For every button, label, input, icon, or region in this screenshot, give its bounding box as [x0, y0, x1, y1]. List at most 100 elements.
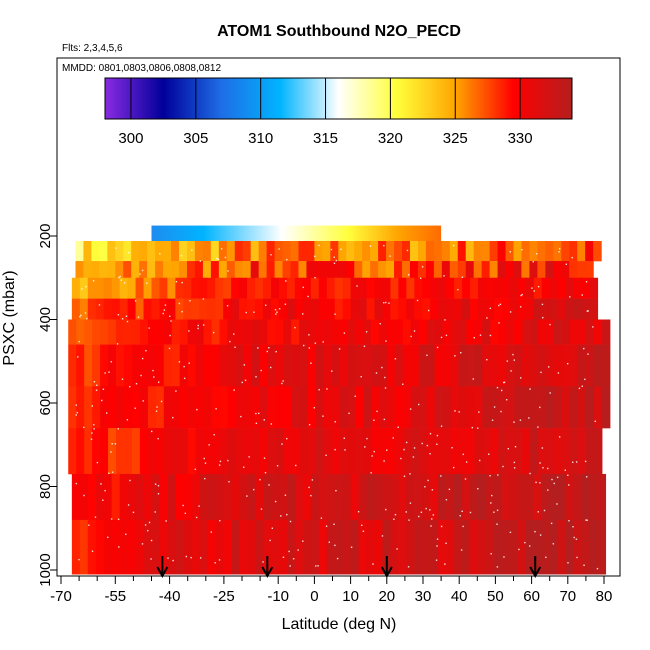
heat-cell — [108, 319, 117, 345]
heat-cell — [358, 519, 368, 575]
sample-point — [385, 301, 387, 304]
heat-cell — [490, 319, 499, 345]
heat-cell — [466, 319, 476, 345]
heat-cell — [100, 319, 109, 345]
heat-cell — [362, 261, 371, 279]
sample-point — [271, 527, 274, 529]
sample-point — [405, 511, 407, 513]
heat-cell — [267, 386, 276, 429]
heat-cell — [449, 241, 459, 262]
heat-cell — [470, 473, 479, 521]
heat-cell — [414, 519, 423, 575]
sample-point — [314, 276, 316, 279]
heat-cell — [274, 241, 284, 262]
sample-point — [140, 374, 142, 377]
heat-cell — [593, 428, 603, 475]
heat-cell — [291, 428, 300, 475]
heat-cell — [562, 428, 571, 475]
heat-cell — [231, 519, 240, 575]
colorbar-tick-label: 300 — [118, 130, 143, 147]
sample-point — [343, 437, 345, 439]
heat-cell — [247, 519, 256, 575]
y-tick-label: 600 — [37, 390, 54, 415]
sample-point — [503, 556, 505, 558]
heat-cell — [307, 428, 316, 475]
sample-point — [326, 388, 328, 390]
heat-cell — [259, 386, 268, 429]
heat-cell — [187, 319, 197, 345]
sample-point — [270, 423, 273, 425]
sample-point — [266, 350, 268, 353]
heat-cell — [581, 473, 591, 521]
sample-point — [539, 534, 542, 536]
heat-cell — [362, 241, 371, 262]
heat-cell — [331, 386, 340, 429]
heat-cell — [71, 519, 81, 575]
sample-point — [318, 244, 320, 247]
heat-cell — [498, 386, 507, 429]
profile-layer — [68, 428, 603, 475]
heat-cell — [191, 519, 200, 575]
sample-point — [128, 251, 130, 254]
heat-cell — [211, 428, 221, 475]
heat-cell — [235, 344, 245, 387]
sample-point — [462, 525, 464, 528]
sample-point — [519, 419, 522, 421]
heat-cell — [522, 319, 531, 345]
sample-point — [104, 372, 106, 374]
heat-cell — [127, 519, 137, 575]
sample-point — [461, 276, 464, 278]
sample-point — [308, 423, 311, 426]
heat-cell — [441, 241, 451, 262]
heat-cell — [203, 344, 213, 387]
heat-cell — [103, 519, 113, 575]
sample-point — [81, 288, 83, 290]
sample-point — [472, 378, 475, 380]
heat-cell — [462, 519, 471, 575]
heat-cell — [493, 519, 503, 575]
sample-point — [320, 517, 323, 519]
heat-cell — [235, 319, 245, 345]
heat-cell — [275, 344, 284, 387]
sample-point — [536, 253, 538, 255]
sample-point — [102, 499, 104, 501]
sample-point — [168, 347, 171, 350]
heat-cell — [123, 241, 132, 262]
sample-point — [137, 316, 140, 318]
sample-point — [542, 316, 544, 319]
heat-cell — [195, 344, 205, 387]
heat-cell — [433, 261, 443, 279]
heat-cell — [573, 298, 583, 320]
heat-cell — [171, 386, 181, 429]
sample-point — [255, 412, 257, 415]
heat-cell — [79, 277, 89, 299]
heat-cell — [366, 473, 376, 521]
heat-cell — [247, 473, 256, 521]
sample-point — [429, 453, 431, 455]
heat-cell — [478, 473, 487, 521]
sample-point — [234, 346, 236, 348]
heat-cell — [358, 298, 368, 320]
heat-cell — [147, 428, 157, 475]
heat-cell — [354, 319, 364, 345]
heat-cell — [111, 519, 121, 575]
heat-cell — [557, 298, 567, 320]
colorbar-tick-label: 310 — [248, 130, 273, 147]
sample-point — [219, 460, 222, 463]
sample-point — [294, 326, 296, 329]
heat-cell — [390, 298, 399, 320]
heat-cell — [378, 386, 388, 429]
sample-point — [431, 489, 434, 491]
heat-cell — [83, 261, 93, 279]
sample-point — [421, 266, 424, 268]
heat-cell — [318, 277, 328, 299]
heat-cell — [108, 386, 117, 429]
heat-cell — [525, 473, 535, 521]
heat-cell — [310, 298, 320, 320]
sample-point — [284, 303, 287, 305]
heat-cell — [75, 241, 85, 262]
sample-point — [552, 543, 555, 545]
heat-cell — [457, 241, 467, 262]
heat-cell — [251, 319, 260, 345]
heat-cell — [514, 319, 523, 345]
